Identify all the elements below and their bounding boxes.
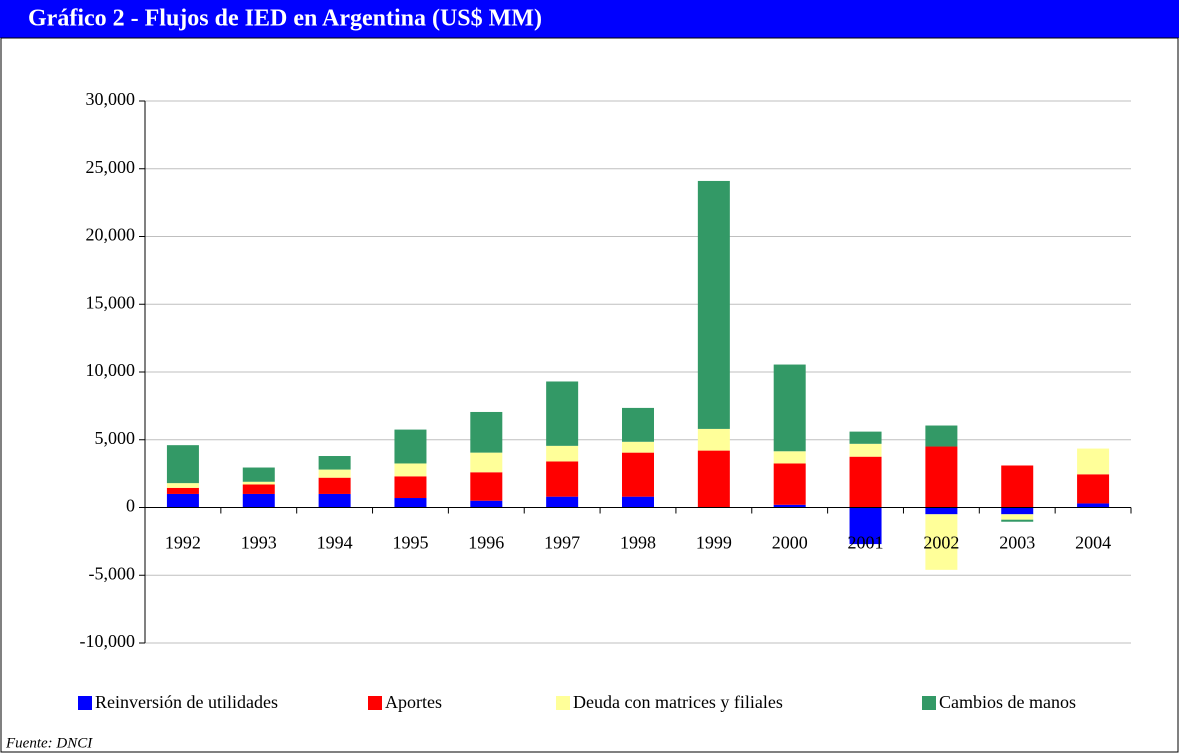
y-tick-label: 25,000 (86, 157, 136, 177)
bar-segment (622, 441, 654, 453)
bar-segment (546, 496, 579, 508)
frame (0, 37, 1179, 753)
legend-label: Reinversión de utilidades (95, 692, 278, 712)
bar-segment (849, 443, 882, 457)
x-tick-label: 1992 (165, 533, 201, 553)
bar-segment (622, 496, 654, 508)
bar-segment (318, 456, 351, 470)
bar-segment (849, 456, 882, 508)
x-tick-label: 1995 (392, 533, 428, 553)
bar-segment (318, 469, 351, 478)
bar-segment (1001, 519, 1034, 522)
bar-segment (166, 487, 199, 494)
bar-segment (622, 452, 654, 497)
bar-segment (546, 461, 579, 497)
bar-segment (1077, 503, 1110, 508)
y-tick-label: 5,000 (95, 428, 136, 448)
y-tick-label: 15,000 (86, 292, 136, 312)
bar-segment (394, 476, 427, 499)
bar-segment (697, 180, 730, 429)
bar-segment (242, 467, 275, 482)
bar-segment (318, 477, 351, 494)
bar-segment (773, 463, 806, 505)
bar-segment (166, 483, 199, 488)
bar-segment (849, 431, 882, 444)
bar-segment (470, 411, 503, 453)
bar-segment (318, 493, 351, 508)
legend-label: Cambios de manos (939, 692, 1076, 712)
bar-segment (925, 446, 958, 508)
bar-segment (697, 428, 730, 451)
bar-segment (849, 507, 882, 545)
bar-segment (925, 514, 958, 570)
legend-label: Deuda con matrices y filiales (573, 692, 783, 712)
bar-segment (470, 452, 503, 473)
bar-segment (925, 507, 958, 515)
x-tick-label: 2000 (772, 533, 808, 553)
source-note: Fuente: DNCI (5, 735, 93, 751)
bar-segment (470, 500, 503, 508)
bar-segment (773, 504, 806, 508)
bar-segment (242, 493, 275, 508)
bar-segment (773, 364, 806, 452)
bar-segment (546, 445, 579, 462)
bar-segment (1001, 514, 1034, 520)
y-tick-label: -10,000 (80, 631, 136, 651)
y-tick-label: 20,000 (86, 225, 136, 245)
x-tick-label: 1998 (620, 533, 656, 553)
header-bar (0, 0, 1179, 38)
y-tick-label: 30,000 (86, 89, 136, 109)
bar-segment (394, 498, 427, 508)
y-tick-label: 10,000 (86, 360, 136, 380)
x-tick-label: 1999 (696, 533, 732, 553)
legend-swatch (368, 696, 382, 710)
bar-segment (546, 381, 579, 446)
bar-segment (1001, 465, 1034, 508)
x-tick-label: 1993 (241, 533, 277, 553)
bar-segment (1077, 474, 1110, 504)
x-tick-label: 1994 (317, 533, 353, 553)
x-tick-label: 2004 (1075, 533, 1111, 553)
x-tick-label: 2002 (923, 533, 959, 553)
bar-segment (242, 484, 275, 494)
y-tick-label: -5,000 (89, 563, 136, 583)
legend-swatch (556, 696, 570, 710)
x-tick-label: 2003 (999, 533, 1035, 553)
bar-segment (1001, 507, 1034, 515)
bar-segment (697, 450, 730, 508)
bar-segment (925, 425, 958, 447)
legend-swatch (922, 696, 936, 710)
x-tick-label: 1996 (468, 533, 504, 553)
y-tick-label: 0 (126, 496, 135, 516)
chart-title: Gráfico 2 - Flujos de IED en Argentina (… (28, 6, 542, 32)
bar-segment (166, 445, 199, 484)
bar-segment (773, 451, 806, 464)
bar-segment (242, 481, 275, 485)
bar-segment (166, 493, 199, 508)
bar-segment (622, 407, 654, 442)
bar-segment (394, 429, 427, 464)
legend-swatch (78, 696, 92, 710)
bar-segment (394, 463, 427, 477)
bar-segment (470, 472, 503, 501)
x-tick-label: 2001 (848, 533, 884, 553)
legend-label: Aportes (385, 692, 442, 712)
bar-segment (1077, 448, 1110, 475)
x-tick-label: 1997 (544, 533, 580, 553)
